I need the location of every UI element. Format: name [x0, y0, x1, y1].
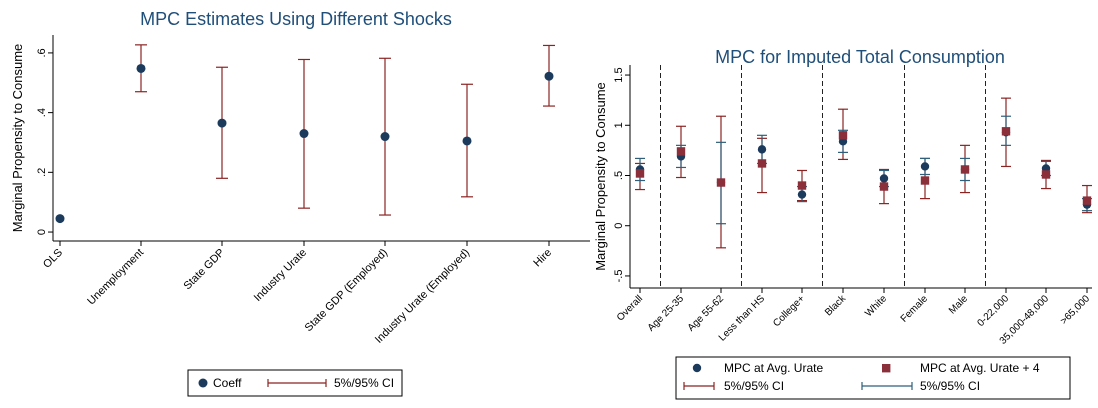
- x-tick-label: Overall: [615, 293, 645, 323]
- legend-left: Coeff 5%/95% CI: [187, 369, 403, 397]
- data-point-urate: [757, 145, 767, 154]
- data-point: [55, 214, 65, 224]
- data-point-urate4: [838, 131, 848, 140]
- data-point-urate4: [757, 159, 767, 168]
- y-axis-label: Marginal Propensity to Consume: [10, 44, 25, 233]
- y-tick-label: 0: [36, 229, 48, 235]
- x-tick-label: Female: [899, 293, 931, 325]
- x-tick-label: 0-22,000: [975, 293, 1011, 329]
- y-tick-label: 0: [613, 223, 625, 229]
- y-tick-label: .6: [36, 48, 48, 57]
- x-tick-label: Male: [947, 293, 970, 316]
- x-tick-label: Hire: [531, 247, 554, 270]
- y-tick-label: 1: [613, 122, 625, 128]
- data-point: [462, 136, 472, 146]
- data-point-urate: [879, 174, 889, 183]
- data-point: [544, 71, 554, 81]
- legend-label: 5%/95% CI: [920, 379, 980, 393]
- legend-right: MPC at Avg. Urate MPC at Avg. Urate + 4 5%…: [675, 356, 1071, 400]
- data-point-urate4: [960, 165, 970, 174]
- data-point: [380, 132, 390, 142]
- data-point: [217, 118, 227, 128]
- y-tick-label: .5: [613, 171, 625, 180]
- x-tick-label: Industry Urate: [252, 247, 309, 304]
- data-point-urate4: [920, 176, 930, 185]
- chart-title: MPC for Imputed Total Consumption: [715, 47, 1005, 67]
- legend-point-marker: [198, 378, 208, 388]
- x-tick-label: Industry Urate (Employed): [373, 247, 472, 346]
- legend-label: MPC at Avg. Urate: [724, 361, 823, 375]
- x-tick-label: White: [863, 293, 889, 319]
- legend-coeff-label: Coeff: [213, 376, 242, 390]
- data-point-urate4: [1001, 127, 1011, 136]
- data-point-urate4: [1041, 170, 1051, 179]
- data-point: [136, 63, 146, 73]
- chart-title: MPC Estimates Using Different Shocks: [140, 9, 452, 29]
- chart-right: MPC for Imputed Total Consumption -.5 0 .5 1…: [593, 47, 1092, 347]
- x-tick-label: Unemployment: [85, 247, 146, 308]
- data-point-urate4: [1082, 196, 1092, 205]
- data-point: [299, 129, 309, 139]
- legend-marker-urate4: [882, 364, 891, 373]
- y-tick-label: .2: [36, 168, 48, 177]
- data-point-urate: [920, 162, 930, 171]
- data-point-urate: [797, 190, 807, 199]
- y-axis-label: Marginal Propensity to Consume: [593, 82, 608, 271]
- legend-box: [675, 356, 1071, 400]
- legend-marker-urate: [692, 363, 702, 373]
- x-tick-label: Black: [823, 293, 849, 319]
- data-point-urate4: [676, 147, 686, 156]
- x-tick-label: Age 55-62: [686, 293, 727, 334]
- legend-ci-label: 5%/95% CI: [334, 376, 394, 390]
- data-point-urate4: [635, 169, 645, 178]
- chart-left: MPC Estimates Using Different Shocks 0 .2.…: [10, 9, 590, 346]
- x-tick-label: >65,000: [1059, 293, 1093, 327]
- y-tick-label: 1.5: [613, 67, 625, 82]
- data-point-urate4: [879, 182, 889, 191]
- x-tick-label: Age 25-35: [646, 293, 687, 334]
- x-tick-label: State GDP (Employed): [303, 247, 390, 334]
- legend-label: MPC at Avg. Urate + 4: [920, 361, 1040, 375]
- x-tick-label: State GDP: [181, 247, 227, 293]
- y-tick-label: -.5: [613, 270, 625, 283]
- y-tick-label: .4: [36, 108, 48, 117]
- x-tick-label: College+: [771, 293, 807, 329]
- x-tick-label: OLS: [41, 247, 65, 271]
- data-point-urate4: [797, 181, 807, 190]
- legend-label: 5%/95% CI: [724, 379, 784, 393]
- data-point-urate4: [716, 178, 726, 187]
